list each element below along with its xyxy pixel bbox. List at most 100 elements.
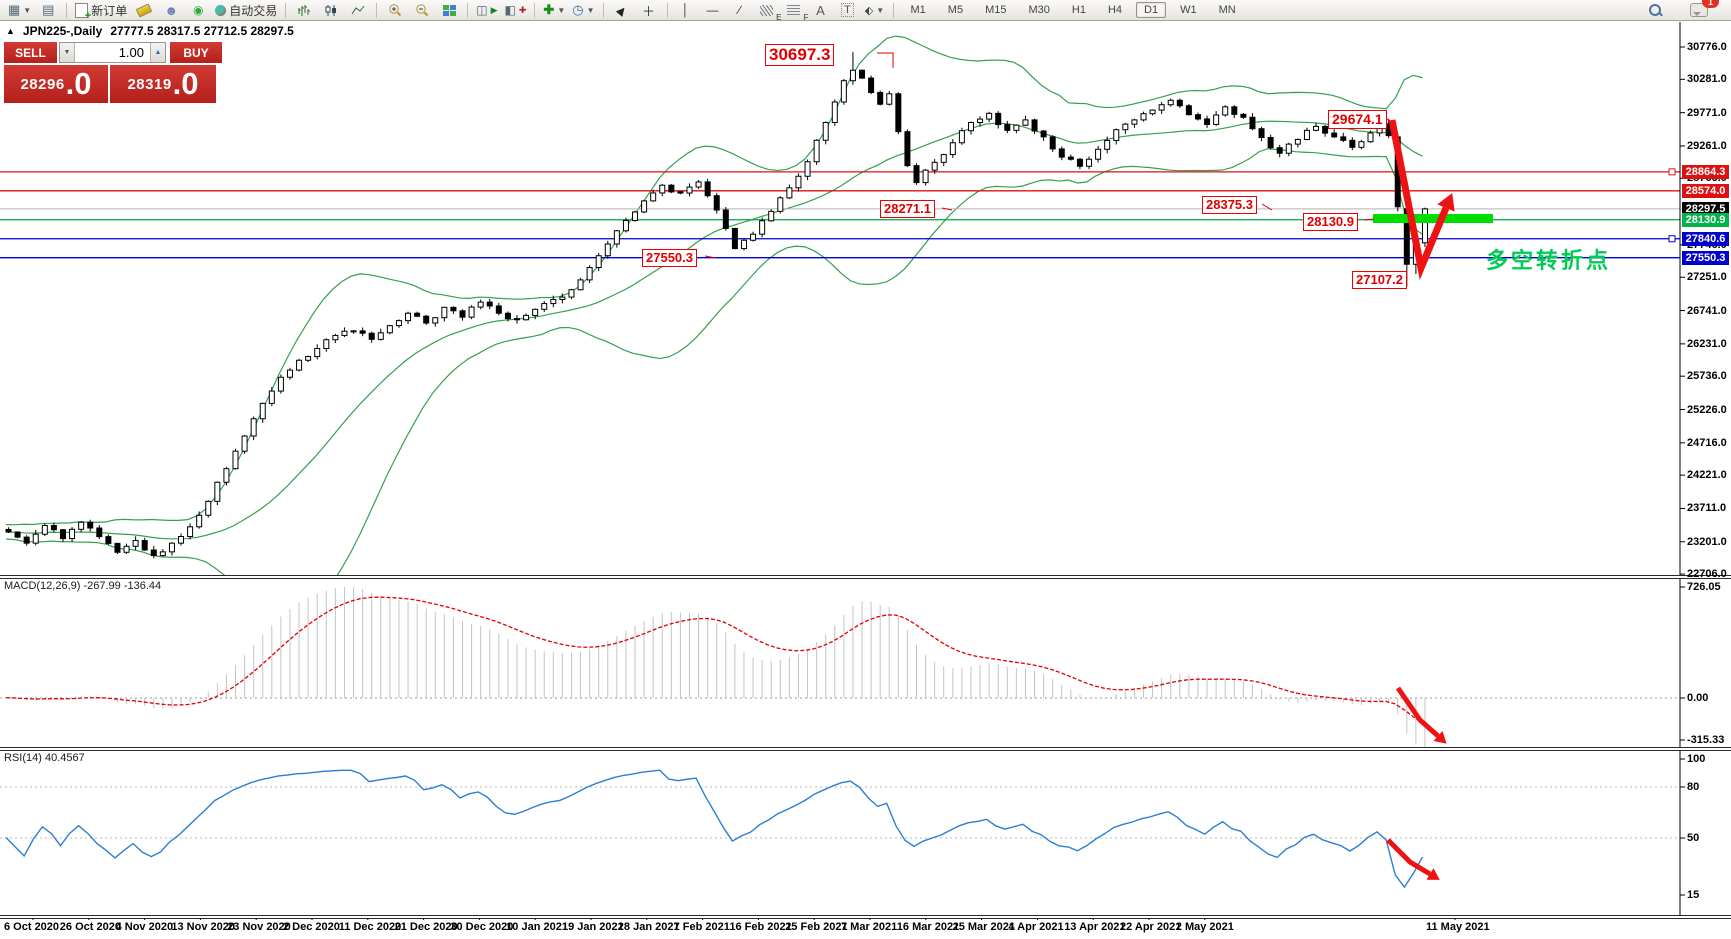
axis-tick-label: 22706.0 — [1687, 568, 1727, 581]
equidistant-channel-button[interactable]: E — [754, 1, 782, 22]
volume-down-button[interactable]: ▼ — [60, 43, 75, 62]
new-order-label: 新订单 — [91, 3, 128, 18]
text-icon: A — [816, 2, 825, 18]
date-label: 13 Nov 2020 — [171, 921, 235, 933]
notification-badge: 1 — [1702, 0, 1719, 8]
timeframe-bar: M1 M5 M15 M30 H1 H4 D1 W1 MN — [903, 2, 1244, 18]
price-annotation[interactable]: 28130.9 — [1303, 213, 1358, 231]
candlestick-icon — [325, 4, 337, 16]
timeframe-m5[interactable]: M5 — [947, 4, 964, 16]
axis-tick-label: -315.33 — [1687, 734, 1725, 746]
price-annotation[interactable]: 28271.1 — [880, 200, 935, 218]
profiles-button[interactable]: ▤ — [35, 1, 61, 19]
arrows-button[interactable]: ⬖ ▼ — [862, 1, 888, 19]
timeframe-m1[interactable]: M1 — [910, 4, 926, 16]
chart-ohlc: 27777.5 28317.5 27712.5 28297.5 — [110, 24, 294, 38]
price-tag[interactable]: 27550.3 — [1682, 250, 1729, 265]
candlestick-button[interactable] — [318, 1, 344, 19]
price-annotation[interactable]: 27107.2 — [1352, 271, 1407, 289]
chevron-down-icon: ▼ — [557, 5, 566, 15]
indicators-button[interactable]: ✚ ▼ — [540, 1, 568, 19]
price-tag[interactable]: 28574.0 — [1682, 183, 1729, 198]
sell-button[interactable]: SELL — [4, 42, 57, 63]
channel-e-label: E — [776, 13, 782, 22]
signal-icon: ◉ — [192, 3, 204, 17]
price-tag[interactable]: 28297.5 — [1682, 201, 1729, 216]
timeframe-h4[interactable]: H4 — [1107, 4, 1122, 16]
trendline-icon: ∕ — [738, 3, 741, 17]
date-label: 4 Nov 2020 — [115, 921, 174, 933]
plus-icon: ✚ — [518, 4, 527, 15]
chart-title-row: ▲ JPN225-,Daily 27777.5 28317.5 27712.5 … — [6, 24, 294, 38]
hline-button[interactable]: — — [700, 1, 726, 19]
volume-input[interactable]: 1.00 — [118, 45, 144, 60]
crosshair-button[interactable]: ＋ — [636, 1, 662, 19]
volume-up-button[interactable]: ▲ — [150, 43, 165, 62]
date-label: 2 May 2021 — [1175, 921, 1234, 933]
turning-point-note[interactable]: 多空转折点 — [1486, 248, 1612, 273]
axis-tick-label: 26741.0 — [1687, 304, 1727, 317]
text-label-button[interactable]: T — [835, 1, 861, 19]
price-tag[interactable]: 28130.9 — [1682, 212, 1729, 227]
bar-chart-button[interactable] — [291, 1, 317, 19]
vline-button[interactable]: │ — [673, 1, 699, 19]
new-order-button[interactable]: 新订单 — [72, 1, 130, 22]
periods-button[interactable]: ◷ ▼ — [569, 1, 597, 19]
timeframe-m30[interactable]: M30 — [1028, 4, 1050, 16]
notifications-button[interactable]: 1 — [1686, 0, 1719, 19]
zoom-out-button[interactable] — [409, 1, 435, 19]
price-tag[interactable]: 28864.3 — [1682, 164, 1729, 179]
price-tag[interactable]: 27840.6 — [1682, 231, 1729, 246]
price-annotation[interactable]: 28375.3 — [1202, 196, 1257, 214]
buy-button[interactable]: BUY — [170, 42, 222, 63]
timeframe-h1[interactable]: H1 — [1071, 4, 1086, 16]
panel-separator[interactable] — [0, 575, 1731, 579]
axis-tick-label: 100 — [1687, 753, 1706, 765]
date-label: 4 Apr 2021 — [1008, 921, 1064, 933]
main-toolbar: ▦▼ ▤ 新订单 ☻ ◉ 自动交易 ◫▶ ◧✚ ✚▼ ◷▼ ▶ ＋ │ — ∕ … — [0, 0, 1731, 22]
date-label: 11 Dec 2020 — [338, 921, 402, 933]
sell-price[interactable]: 28296.0 — [4, 65, 108, 103]
axis-tick-label: 726.05 — [1687, 581, 1721, 593]
indicators-icon: ✚ — [543, 2, 555, 17]
trendline-button[interactable]: ∕ — [727, 1, 753, 19]
macd-label: MACD(12,26,9) -267.99 -136.44 — [4, 580, 162, 592]
text-label-icon: T — [841, 3, 854, 17]
zoom-in-button[interactable] — [382, 1, 408, 19]
search-button[interactable] — [1642, 1, 1668, 19]
panel-separator[interactable] — [0, 747, 1731, 751]
arrows-icon: ⬖ — [864, 4, 874, 17]
timeframe-d1[interactable]: D1 — [1136, 2, 1167, 18]
autotrading-button[interactable]: 自动交易 — [212, 1, 280, 19]
buy-price[interactable]: 28319.0 — [110, 65, 216, 103]
signals-button[interactable]: ◉ — [185, 1, 211, 19]
axis-tick-label: 0.00 — [1687, 692, 1709, 704]
market-watch-button[interactable]: ☻ — [158, 1, 184, 19]
auto-arrange-button[interactable]: ◫ ▶ — [473, 1, 500, 19]
text-button[interactable]: A — [808, 1, 834, 19]
collapse-icon[interactable]: ▲ — [6, 26, 15, 36]
tile-windows-button[interactable] — [436, 1, 462, 19]
shift-chart-button[interactable]: ◧ ✚ — [502, 1, 530, 19]
date-label: 16 Mar 2021 — [896, 921, 960, 933]
profiles-icon: ▤ — [42, 2, 55, 17]
zoom-out-icon — [416, 4, 428, 17]
buy-price-fraction: .0 — [172, 66, 199, 101]
timeframe-m15[interactable]: M15 — [985, 4, 1007, 16]
line-chart-button[interactable] — [345, 1, 371, 19]
date-label: 2 Dec 2020 — [283, 921, 340, 933]
clock-icon: ◷ — [572, 2, 584, 17]
price-annotation[interactable]: 27550.3 — [642, 249, 697, 267]
search-icon — [1649, 4, 1663, 17]
fibonacci-button[interactable]: F — [781, 1, 809, 22]
new-chart-button[interactable]: ▦ ▼ — [5, 1, 34, 19]
timeframe-w1[interactable]: W1 — [1180, 4, 1197, 16]
toolbar-separator — [534, 2, 536, 18]
axis-tick-label: 24221.0 — [1687, 469, 1727, 482]
price-annotation[interactable]: 30697.3 — [765, 44, 835, 67]
timeframe-mn[interactable]: MN — [1218, 4, 1236, 16]
rsi-label: RSI(14) 40.4567 — [4, 752, 85, 764]
date-label: 21 Dec 2020 — [394, 921, 458, 933]
price-annotation[interactable]: 29674.1 — [1328, 110, 1387, 129]
